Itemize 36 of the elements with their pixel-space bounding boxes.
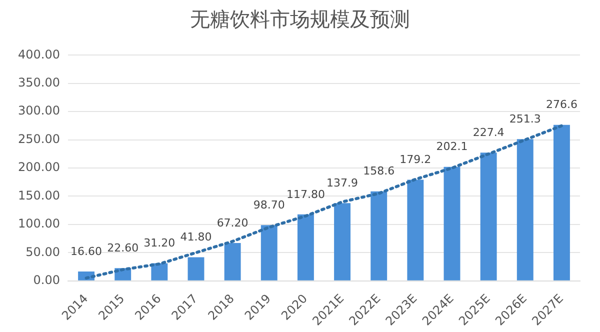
bar [516, 139, 534, 280]
y-tick-label: 50.00 [26, 244, 60, 259]
data-label: 251.3 [509, 112, 541, 126]
data-label: 276.6 [546, 98, 578, 112]
y-tick-label: 300.00 [18, 104, 60, 118]
data-label: 98.70 [253, 198, 285, 212]
y-tick-label: 150.00 [18, 188, 60, 202]
data-label: 117.80 [286, 188, 325, 201]
bar [370, 191, 388, 280]
bar [224, 242, 241, 280]
data-label: 22.60 [107, 241, 139, 254]
bar [334, 203, 351, 280]
data-label: 41.80 [180, 230, 212, 244]
bar [553, 124, 570, 280]
data-label: 67.20 [216, 216, 248, 230]
data-label: 31.20 [144, 236, 176, 250]
data-label: 158.6 [363, 164, 395, 178]
bar [260, 225, 278, 280]
data-label: 137.9 [326, 176, 358, 190]
data-label: 227.4 [472, 126, 504, 139]
chart-title: 无糖饮料市场规模及预测 [189, 6, 411, 33]
bar [444, 166, 460, 280]
bar [188, 257, 204, 280]
bar [407, 180, 424, 280]
y-tick-label: 100.00 [18, 216, 60, 231]
data-label: 16.60 [70, 244, 102, 258]
y-tick-label: 350.00 [18, 76, 60, 90]
y-tick-label: 200.00 [18, 160, 60, 174]
bar [151, 263, 168, 280]
bar [297, 214, 314, 280]
y-tick-label: 250.00 [18, 132, 60, 146]
y-tick-label: 400.00 [18, 47, 60, 62]
data-label: 202.1 [436, 140, 468, 154]
data-label: 179.2 [400, 153, 432, 166]
y-tick-label: 0.00 [33, 272, 60, 287]
bar [480, 152, 497, 280]
